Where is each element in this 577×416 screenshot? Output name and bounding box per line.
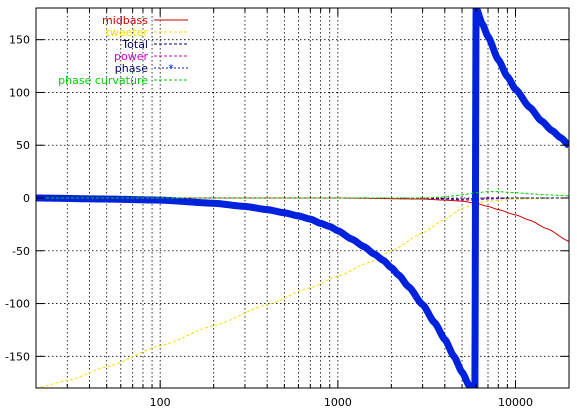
legend-label-power: power <box>114 50 148 63</box>
legend-label-midbass: midbass <box>102 14 148 27</box>
chart-frame <box>35 7 570 389</box>
chart-grid <box>36 8 569 388</box>
x-tick-label: 10000 <box>498 396 533 409</box>
y-tick-label: 150 <box>9 34 30 47</box>
legend-label-total: Total <box>121 38 148 51</box>
legend-label-tweeter: tweeter <box>106 26 149 39</box>
plot-frame <box>35 7 570 389</box>
legend-label-phase-curvature: phase curvature <box>58 74 148 87</box>
series-phase <box>36 8 569 388</box>
chart-series-layer <box>36 8 569 388</box>
y-tick-label: 0 <box>23 192 30 205</box>
y-tick-label: 50 <box>16 139 30 152</box>
y-tick-label: 100 <box>9 86 30 99</box>
y-tick-label: -150 <box>5 350 30 363</box>
legend-label-phase: phase <box>115 62 148 75</box>
series-tweeter <box>36 197 569 388</box>
legend-marker-phase: * <box>168 62 174 75</box>
x-tick-label: 100 <box>150 396 171 409</box>
series-phase-curvature <box>36 191 569 199</box>
series-midbass <box>36 197 569 242</box>
x-tick-label: 1000 <box>324 396 352 409</box>
y-tick-label: -100 <box>5 298 30 311</box>
y-tick-label: -50 <box>12 245 30 258</box>
chart-tick-labels: 150 100 50 0 -50 -100 -150 100 1000 10000 <box>5 34 533 409</box>
